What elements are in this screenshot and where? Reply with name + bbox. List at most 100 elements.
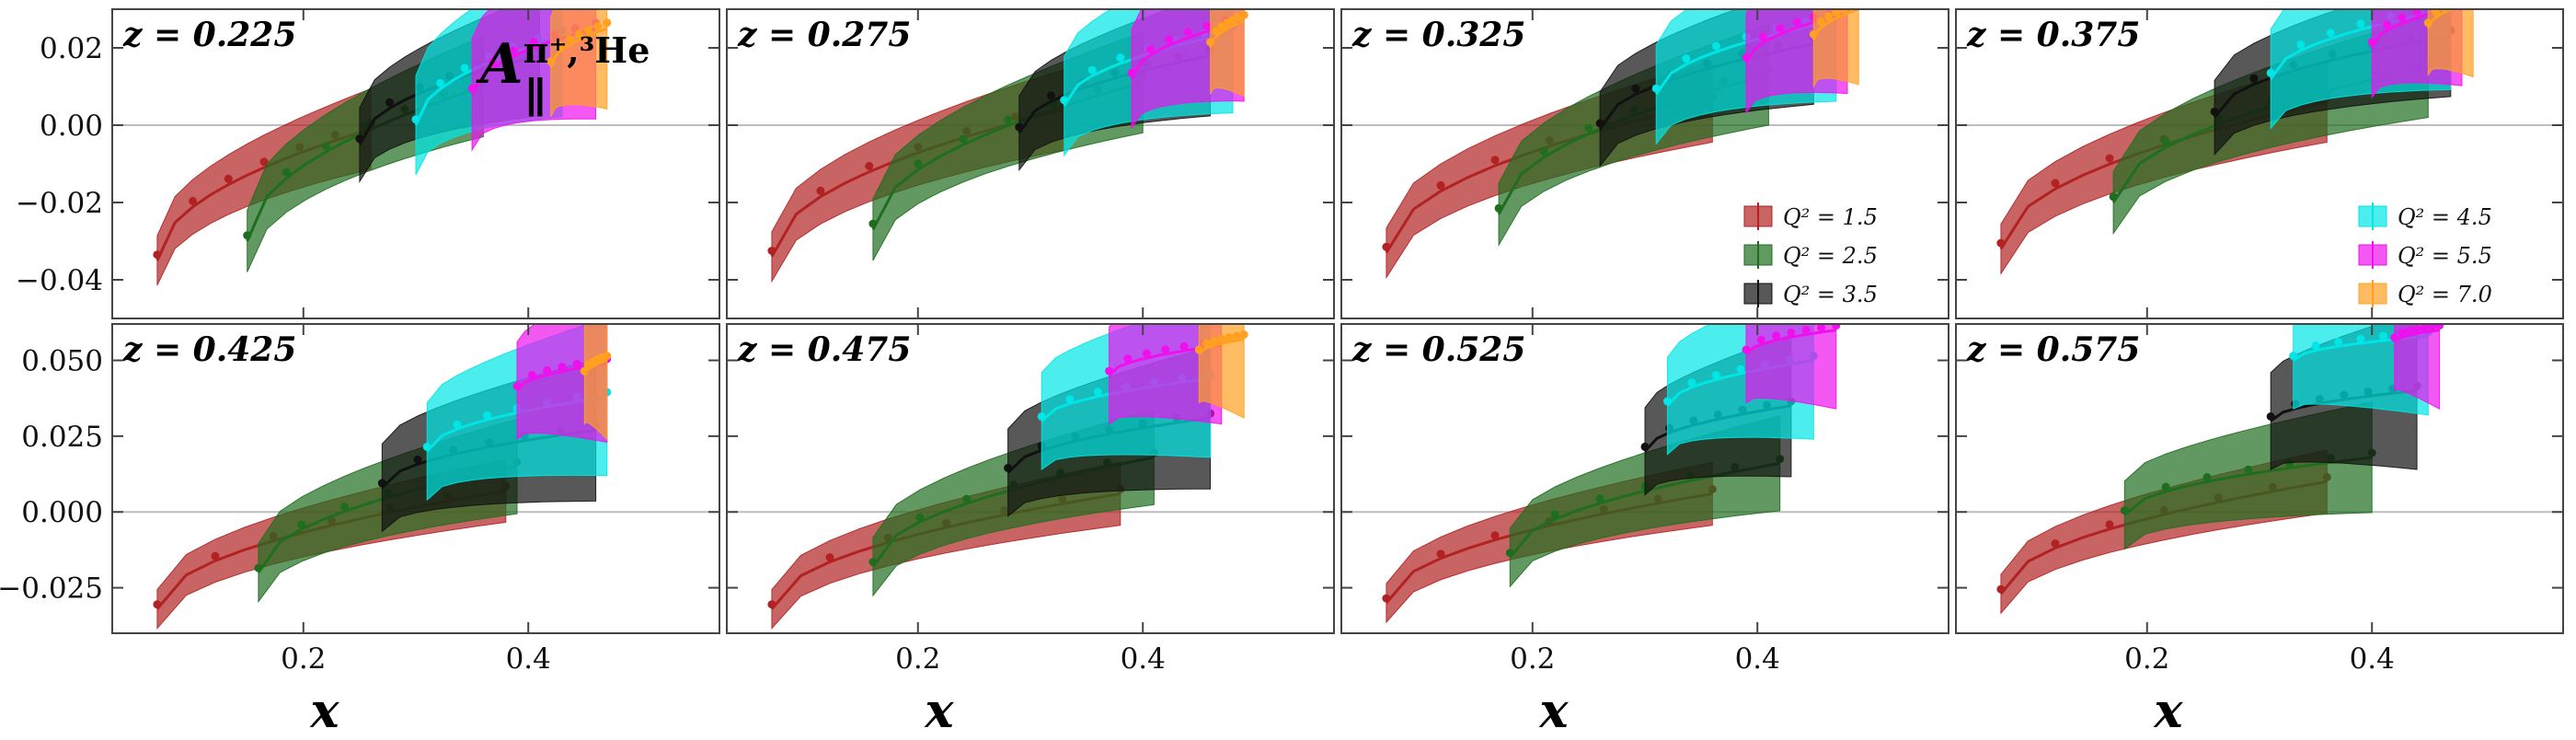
data-point (1037, 412, 1046, 421)
data-point (1584, 123, 1593, 133)
data-point (580, 366, 589, 376)
data-point (962, 494, 972, 503)
chart-panel-3: z = 0.325 Q² = 1.5 Q² = 2.5 Q² = 3.5 (1340, 8, 1949, 319)
chart-panel-1: 0.02 0.00 −0.02 −0.04 z = 0.225 Aπ⁺,³He∥ (16, 8, 720, 319)
data-point (2398, 328, 2407, 337)
data-point (1060, 96, 1069, 105)
band-7.0 (2427, 9, 2474, 78)
x-tick-label: 0.2 (895, 642, 940, 676)
panel-frame (1955, 8, 2564, 319)
panel-frame (726, 323, 1335, 634)
panel-plot-area (153, 9, 612, 286)
data-point (1787, 328, 1796, 337)
data-point (914, 159, 923, 168)
data-point (2266, 68, 2275, 77)
data-point (1809, 29, 1818, 39)
band-7.0 (1812, 9, 1859, 88)
x-axis-label: x (1538, 683, 1569, 736)
data-point (1239, 330, 1248, 339)
data-point (583, 25, 592, 34)
data-point (603, 352, 612, 361)
data-point (543, 365, 552, 375)
legend-label: Q² = 7.0 (2398, 282, 2492, 307)
figure-label-main: A (476, 32, 523, 97)
x-tick-label: 0.4 (2350, 642, 2395, 676)
data-point (1595, 494, 1604, 503)
panel-frame (1955, 323, 2564, 634)
panel-plot-area (767, 324, 1248, 630)
series-line (2393, 329, 2440, 343)
panel-frame (726, 8, 1335, 319)
data-point (282, 168, 291, 177)
panel-frame (111, 8, 720, 319)
data-point (2051, 539, 2060, 548)
panel-title: z = 0.275 (737, 16, 911, 54)
data-point (1004, 115, 1013, 124)
data-point (1145, 45, 1155, 54)
data-point (482, 410, 491, 420)
data-point (2249, 74, 2259, 83)
data-point (2326, 29, 2335, 38)
data-point (2120, 506, 2129, 515)
data-point (411, 115, 420, 124)
data-point (254, 563, 263, 572)
data-point (1436, 549, 1445, 559)
data-point (1123, 354, 1133, 364)
data-point (1239, 10, 1248, 19)
series-line (2370, 9, 2453, 49)
data-point (1202, 339, 1211, 348)
data-point (2244, 465, 2253, 474)
data-point (1996, 584, 2006, 594)
data-point (2423, 18, 2432, 28)
data-point (1436, 180, 1445, 190)
data-point (2390, 333, 2399, 342)
data-point (2454, 0, 2462, 5)
data-point (355, 134, 364, 144)
data-point (1996, 238, 2006, 248)
data-point (512, 382, 522, 390)
data-point (865, 161, 874, 170)
data-point (436, 78, 444, 87)
data-point (1490, 156, 1500, 165)
data-point (527, 370, 536, 379)
data-point (1640, 442, 1650, 451)
data-point (767, 600, 776, 609)
data-point (243, 231, 252, 240)
data-point (2289, 352, 2298, 361)
data-point (2446, 0, 2455, 7)
data-point (153, 600, 162, 609)
x-tick-label: 0.4 (1121, 642, 1166, 676)
panel-frame (111, 323, 720, 634)
data-point (1217, 334, 1226, 343)
data-point (1736, 364, 1745, 374)
data-point (211, 551, 220, 561)
data-point (2443, 0, 2451, 7)
data-point (467, 84, 477, 93)
data-point (1015, 122, 1024, 132)
data-point (1382, 594, 1391, 603)
data-point (2311, 341, 2320, 351)
data-point (1210, 337, 1219, 345)
data-point (529, 38, 538, 47)
data-point (1046, 91, 1055, 100)
panel-plot-area (767, 9, 1248, 283)
x-tick-label: 0.2 (2124, 642, 2169, 676)
data-point (1758, 32, 1767, 41)
data-point (489, 57, 497, 66)
data-point (1687, 378, 1696, 387)
data-point (1490, 531, 1500, 540)
data-point (767, 247, 776, 255)
legend-label: Q² = 1.5 (1783, 204, 1878, 230)
series-line (1209, 19, 1245, 49)
figure-label-sup: π⁺,³He (523, 29, 650, 71)
chart-panel-8: 0.2 0.4 z = 0.575 x (1955, 323, 2564, 739)
panel-title: z = 0.325 (1351, 16, 1525, 54)
data-point (1682, 54, 1691, 63)
chart-panel-6: 0.2 0.4 z = 0.475 x (726, 323, 1335, 739)
series-line (1811, 9, 1859, 41)
legend-label: Q² = 4.5 (2398, 204, 2492, 230)
legend-label: Q² = 2.5 (1783, 243, 1878, 269)
panel-title: z = 0.525 (1351, 330, 1525, 369)
data-point (2109, 192, 2118, 202)
